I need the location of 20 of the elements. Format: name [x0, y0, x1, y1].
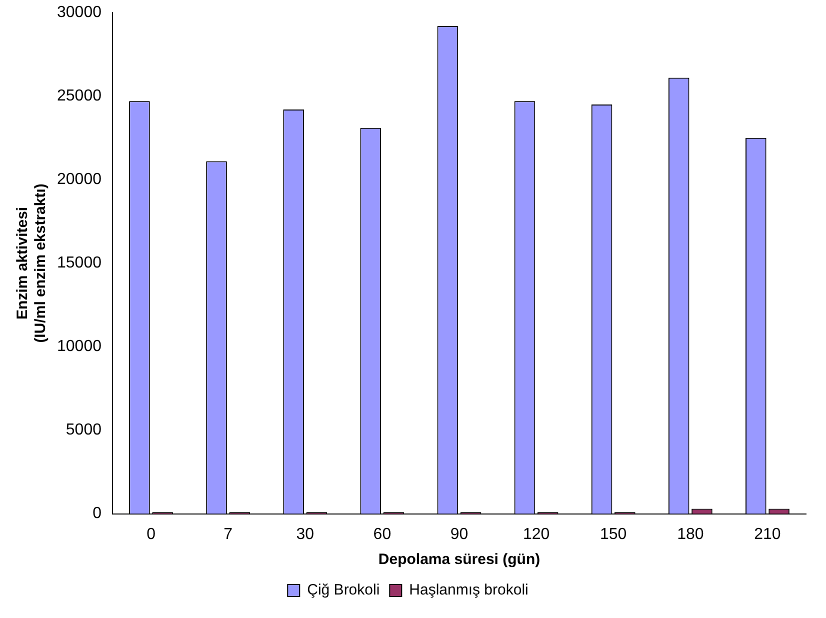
x-tick-label: 180	[677, 526, 704, 543]
legend-label: Çiğ Brokoli	[307, 582, 380, 599]
x-tick-label: 0	[146, 526, 156, 543]
x-axis-title: Depolama süresi (gün)	[378, 551, 540, 568]
x-tick-label: 120	[522, 526, 550, 543]
legend-label: Haşlanmış brokoli	[409, 582, 528, 599]
y-tick-label: 15000	[56, 254, 102, 272]
x-tick-label: 210	[754, 526, 781, 543]
y-axis-title: Enzim aktivitesi (IU/ml enzim ekstraktı)	[14, 184, 50, 343]
y-tick-label: 5000	[66, 422, 102, 439]
y-tick-label: 25000	[56, 88, 102, 105]
x-tick-label: 60	[373, 526, 392, 543]
x-tick-label: 150	[600, 526, 627, 543]
y-tick-label: 20000	[56, 171, 102, 188]
x-tick-label: 30	[296, 526, 314, 543]
y-tick-label: 0	[92, 505, 102, 522]
x-tick-label: 90	[450, 526, 468, 543]
y-tick-label: 30000	[56, 4, 102, 22]
y-tick-label: 10000	[56, 338, 102, 356]
x-tick-label: 7	[224, 526, 233, 543]
